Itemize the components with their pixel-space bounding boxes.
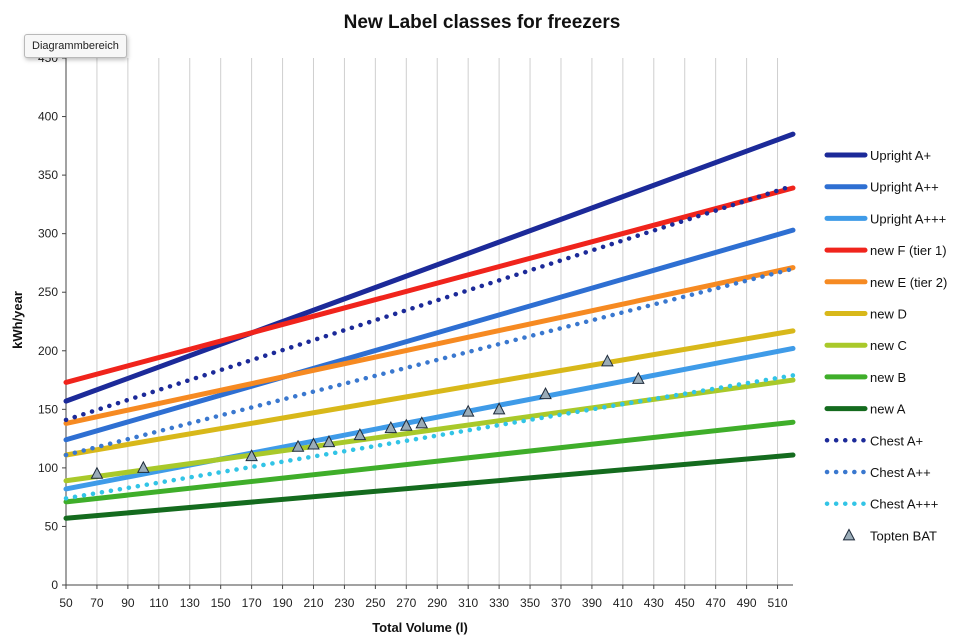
topten-marker-0 <box>90 466 104 479</box>
legend-item-chest-a: Chest A++ <box>824 465 931 480</box>
legend-item-chest-a: Chest A+ <box>824 433 923 448</box>
topten-marker-11 <box>492 402 506 415</box>
topten-marker-12 <box>539 387 552 400</box>
legend-label-chest-a: Chest A++ <box>870 465 931 480</box>
x-tick-label-11: 270 <box>396 596 416 610</box>
y-axis-label: kWh/year <box>10 291 25 349</box>
series-line-chest-a <box>63 183 796 423</box>
legend-item-upright-a: Upright A++ <box>824 180 939 195</box>
legend-item-upright-a: Upright A+++ <box>824 211 946 226</box>
series-line-new-c <box>63 377 796 484</box>
x-tick-label-20: 450 <box>675 596 695 610</box>
legend-swatch-topten-bat <box>842 528 856 541</box>
legend-item-new-a: new A <box>824 402 906 417</box>
grid <box>65 58 779 585</box>
y-tick-label-7: 350 <box>38 168 58 182</box>
legend-label-new-e-tier-2: new E (tier 2) <box>870 275 947 290</box>
topten-marker-14 <box>631 371 645 384</box>
x-tick-label-5: 150 <box>211 596 231 610</box>
topten-marker-7 <box>384 420 398 434</box>
chart-title: New Label classes for freezers <box>344 12 621 33</box>
x-tick-labels: 50 70 90 110 130 150 170 190 210 230 250 270 290 310 3… <box>59 596 788 610</box>
topten-marker-4 <box>307 437 320 450</box>
legend-label-new-d: new D <box>870 307 907 322</box>
legend-item-new-e-tier-2: new E (tier 2) <box>824 275 947 290</box>
series-line-new-b <box>63 419 796 505</box>
series-line-chest-a <box>63 266 796 458</box>
series-line-new-e-tier-2 <box>63 265 796 426</box>
legend-item-new-f-tier-1: new F (tier 1) <box>824 243 947 258</box>
x-tick-label-23: 510 <box>768 596 788 610</box>
x-tick-label-19: 430 <box>644 596 664 610</box>
legend-item-new-d: new D <box>824 307 907 322</box>
y-tick-label-5: 250 <box>38 285 58 299</box>
x-tick-label-13: 310 <box>458 596 478 610</box>
x-tick-label-22: 490 <box>737 596 757 610</box>
chart-area-tooltip: Diagrammbereich <box>24 34 127 58</box>
topten-marker-13 <box>601 354 614 367</box>
legend-item-topten-bat: Topten BAT <box>842 528 937 543</box>
y-tick-label-3: 150 <box>38 402 58 416</box>
topten-marker-10 <box>461 404 475 417</box>
topten-marker-3 <box>291 439 305 452</box>
legend-label-chest-a: Chest A+++ <box>870 497 938 512</box>
legend-label-upright-a: Upright A++ <box>870 180 939 195</box>
x-tick-label-14: 330 <box>489 596 509 610</box>
legend-label-new-b: new B <box>870 370 906 385</box>
legend-item-new-c: new C <box>824 338 907 353</box>
series-line-new-f-tier-1 <box>63 185 796 385</box>
legend-item-new-b: new B <box>824 370 906 385</box>
x-tick-label-8: 210 <box>303 596 323 610</box>
series-line-upright-a <box>63 131 796 404</box>
legend: Upright A+ Upright A++ Upright A+++ new F (… <box>824 148 947 543</box>
x-tick-label-18: 410 <box>613 596 633 610</box>
topten-marker-1 <box>137 460 150 473</box>
x-tick-label-9: 230 <box>334 596 354 610</box>
y-tick-label-0: 0 <box>51 578 58 592</box>
legend-label-upright-a: Upright A+ <box>870 148 931 163</box>
series-line-new-a <box>63 452 796 521</box>
topten-marker-2 <box>245 449 258 462</box>
topten-marker-8 <box>399 418 413 431</box>
x-tick-label-2: 90 <box>121 596 135 610</box>
x-tick-label-1: 70 <box>90 596 104 610</box>
topten-marker-6 <box>353 428 367 441</box>
legend-label-upright-a: Upright A+++ <box>870 211 946 226</box>
legend-label-new-f-tier-1: new F (tier 1) <box>870 243 947 258</box>
x-tick-label-15: 350 <box>520 596 540 610</box>
series-line-upright-a <box>63 227 796 443</box>
x-tick-label-16: 370 <box>551 596 571 610</box>
x-tick-label-21: 470 <box>706 596 726 610</box>
legend-label-new-a: new A <box>870 402 906 417</box>
x-tick-label-12: 290 <box>427 596 447 610</box>
legend-label-chest-a: Chest A+ <box>870 433 923 448</box>
y-tick-label-4: 200 <box>38 344 58 358</box>
x-tick-label-3: 110 <box>149 596 168 610</box>
legend-item-chest-a: Chest A+++ <box>824 497 938 512</box>
legend-label-new-c: new C <box>870 338 907 353</box>
x-tick-label-7: 190 <box>273 596 293 610</box>
y-tick-label-2: 100 <box>38 461 58 475</box>
x-axis-label: Total Volume (l) <box>372 620 468 635</box>
topten-marker-5 <box>322 435 336 448</box>
legend-label-topten-bat: Topten BAT <box>870 528 937 543</box>
x-tick-label-4: 130 <box>180 596 200 610</box>
y-tick-label-6: 300 <box>38 227 58 241</box>
y-tick-label-1: 50 <box>45 519 59 533</box>
marker-layer <box>90 354 645 479</box>
x-tick-label-10: 250 <box>365 596 385 610</box>
topten-marker-9 <box>415 416 429 429</box>
y-tick-label-8: 400 <box>38 110 58 124</box>
x-tick-label-17: 390 <box>582 596 602 610</box>
series-line-new-d <box>63 328 796 458</box>
legend-item-upright-a: Upright A+ <box>824 148 931 163</box>
series-layer <box>63 131 796 521</box>
x-tick-label-0: 50 <box>59 596 73 610</box>
x-tick-label-6: 170 <box>242 596 262 610</box>
